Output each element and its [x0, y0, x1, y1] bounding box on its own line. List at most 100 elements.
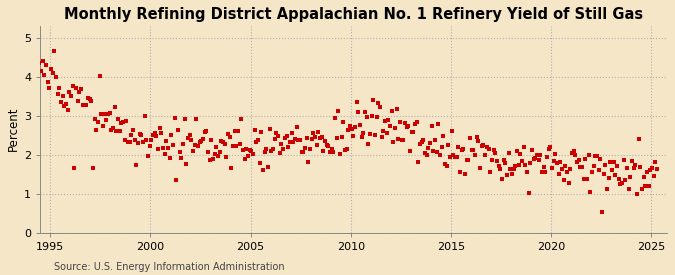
Point: [418, 138, 429, 142]
Point: [148, 133, 159, 137]
Point: [543, 147, 554, 151]
Point: [341, 147, 352, 151]
Point: [290, 136, 300, 141]
Point: [82, 96, 93, 100]
Point: [92, 120, 103, 125]
Point: [400, 120, 410, 125]
Point: [198, 137, 209, 141]
Point: [576, 165, 587, 169]
Point: [167, 142, 178, 147]
Point: [462, 158, 472, 163]
Point: [458, 147, 469, 152]
Point: [206, 137, 217, 142]
Point: [308, 130, 319, 135]
Point: [563, 181, 574, 185]
Point: [65, 94, 76, 98]
Point: [441, 164, 452, 168]
Point: [173, 128, 184, 132]
Point: [171, 177, 182, 182]
Point: [164, 156, 175, 161]
Point: [386, 109, 397, 113]
Point: [335, 152, 346, 156]
Point: [151, 133, 162, 138]
Point: [121, 119, 132, 123]
Point: [259, 149, 270, 154]
Point: [614, 176, 624, 181]
Point: [350, 125, 360, 129]
Point: [254, 161, 265, 165]
Point: [251, 139, 262, 144]
Point: [435, 153, 446, 158]
Point: [201, 129, 212, 134]
Point: [385, 124, 396, 128]
Point: [180, 117, 190, 121]
Point: [189, 143, 200, 148]
Point: [78, 103, 88, 107]
Point: [575, 165, 586, 170]
Point: [181, 161, 192, 166]
Point: [344, 124, 355, 128]
Point: [129, 138, 140, 142]
Point: [294, 138, 305, 143]
Point: [296, 150, 307, 155]
Point: [202, 150, 213, 154]
Point: [617, 181, 628, 185]
Point: [139, 113, 150, 118]
Point: [29, 53, 40, 57]
Point: [495, 166, 506, 171]
Point: [478, 143, 489, 147]
Point: [174, 150, 185, 154]
Point: [403, 124, 414, 129]
Point: [642, 169, 653, 174]
Point: [117, 120, 128, 124]
Point: [76, 87, 86, 92]
Point: [475, 166, 485, 170]
Point: [425, 141, 435, 145]
Point: [68, 84, 78, 88]
Point: [209, 152, 220, 156]
Point: [293, 138, 304, 142]
Point: [333, 108, 344, 113]
Point: [196, 139, 207, 144]
Point: [650, 160, 661, 164]
Point: [59, 104, 70, 108]
Point: [351, 100, 362, 104]
Y-axis label: Percent: Percent: [7, 107, 20, 152]
Point: [620, 177, 631, 182]
Point: [395, 120, 406, 125]
Point: [286, 131, 297, 136]
Point: [547, 166, 558, 170]
Point: [252, 138, 263, 142]
Point: [213, 154, 223, 158]
Point: [89, 117, 100, 122]
Point: [605, 160, 616, 164]
Point: [420, 151, 431, 156]
Point: [231, 143, 242, 148]
Point: [540, 170, 551, 175]
Point: [54, 86, 65, 90]
Point: [376, 135, 387, 139]
Point: [268, 147, 279, 151]
Point: [381, 131, 392, 135]
Point: [47, 70, 58, 75]
Point: [128, 128, 138, 132]
Point: [493, 164, 504, 168]
Point: [383, 118, 394, 122]
Point: [537, 170, 547, 174]
Point: [163, 146, 173, 150]
Point: [402, 125, 412, 130]
Point: [593, 168, 604, 172]
Point: [370, 133, 381, 137]
Point: [184, 133, 195, 138]
Point: [166, 133, 177, 137]
Point: [485, 170, 495, 174]
Point: [39, 72, 50, 77]
Point: [535, 153, 545, 157]
Point: [192, 143, 203, 148]
Point: [643, 184, 654, 188]
Point: [471, 135, 482, 139]
Point: [545, 144, 556, 149]
Point: [241, 146, 252, 151]
Point: [610, 172, 621, 177]
Point: [281, 134, 292, 138]
